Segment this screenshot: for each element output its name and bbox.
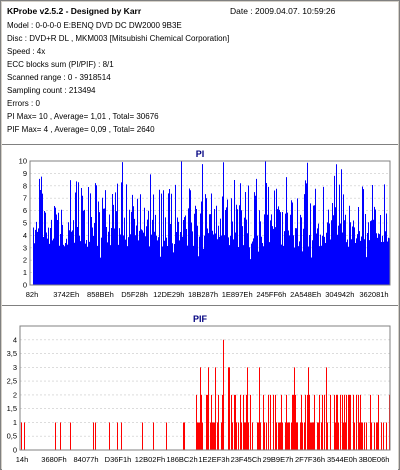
x-tick-label: 362081h bbox=[359, 290, 388, 299]
x-tick-label: 3742Eh bbox=[53, 290, 79, 299]
y-tick-label: 0 bbox=[23, 281, 27, 290]
x-tick-label: 84077h bbox=[73, 455, 98, 464]
x-tick-label: 3680Fh bbox=[41, 455, 66, 464]
pi-summary-line: PI Max= 10 , Average= 1,01 , Total= 3067… bbox=[7, 112, 159, 121]
pi-chart: 0 1 2 3 4 5 6 7 8 9 10 82h 3742Eh 858BEh D5F28h 12DE29h… bbox=[19, 157, 391, 299]
errors-line: Errors : 0 bbox=[7, 99, 40, 108]
plot-border bbox=[19, 325, 391, 451]
x-tick-label: 14h bbox=[16, 455, 29, 464]
x-tick-label: 29B9E7h bbox=[263, 455, 294, 464]
y-tick-label: 3 bbox=[13, 363, 17, 372]
y-tick-label: 6 bbox=[23, 206, 27, 215]
x-tick-label: 245FF6h bbox=[256, 290, 286, 299]
y-tick-label: 1,5 bbox=[7, 404, 17, 413]
bar-series bbox=[33, 161, 390, 285]
x-tick-label: 82h bbox=[26, 290, 39, 299]
y-tick-label: 1 bbox=[13, 418, 17, 427]
y-tick-label: 2,5 bbox=[7, 377, 17, 386]
x-tick-label: 2A548Eh bbox=[290, 290, 321, 299]
y-tick-label: 1 bbox=[23, 268, 27, 277]
pif-summary-line: PIF Max= 4 , Average= 0,09 , Total= 2640 bbox=[7, 125, 155, 134]
pif-chart-panel: PIF 0 0,5 1 1,5 2 2,5 3 3,5 4 14h 3680Fh 84077h D36F… bbox=[2, 305, 398, 470]
sampling-count-line: Sampling count : 213494 bbox=[7, 86, 96, 95]
x-tick-label: 12DE29h bbox=[153, 290, 184, 299]
model-line: Model : 0-0-0-0 E:BENQ DVD DC DW2000 9B3… bbox=[7, 21, 182, 30]
x-tick-label: 3B0E06h bbox=[359, 455, 390, 464]
y-tick-label: 0,5 bbox=[7, 432, 17, 441]
y-tick-label: 4 bbox=[23, 231, 27, 240]
scanned-range-line: Scanned range : 0 - 3918514 bbox=[7, 73, 111, 82]
bar-series bbox=[21, 339, 390, 450]
plot-area bbox=[19, 325, 391, 451]
y-tick-label: 7 bbox=[23, 194, 27, 203]
app-title: KProbe v2.5.2 - Designed by Karr bbox=[7, 6, 142, 16]
plot-border bbox=[29, 160, 391, 286]
info-panel: KProbe v2.5.2 - Designed by Karr Date : … bbox=[2, 2, 398, 145]
y-tick-label: 10 bbox=[19, 157, 27, 166]
pi-chart-panel: PI 0 1 2 3 4 5 6 7 8 9 10 82h 3742Eh 858BEh D5F28h 12DE… bbox=[2, 144, 398, 305]
y-tick-label: 0 bbox=[13, 446, 17, 455]
pif-chart: 0 0,5 1 1,5 2 2,5 3 3,5 4 14h 3680Fh 84077h D36F1h 12… bbox=[7, 325, 391, 464]
x-tick-label: 3544E0h bbox=[327, 455, 357, 464]
x-tick-label: 23F45Ch bbox=[231, 455, 262, 464]
x-tick-label: 1E897Eh bbox=[222, 290, 253, 299]
y-tick-label: 8 bbox=[23, 181, 27, 190]
x-tick-label: 2F7F36h bbox=[295, 455, 325, 464]
x-tick-label: 858BEh bbox=[87, 290, 114, 299]
y-tick-label: 3,5 bbox=[7, 349, 17, 358]
scan-date: Date : 2009.04.07. 10:59:26 bbox=[230, 6, 336, 16]
disc-line: Disc : DVD+R DL , MKM003 [Mitsubishi Che… bbox=[7, 34, 230, 43]
y-tick-label: 2 bbox=[13, 390, 17, 399]
x-tick-label: D36F1h bbox=[105, 455, 132, 464]
y-tick-label: 9 bbox=[23, 169, 27, 178]
x-tick-label: 12B02Fh bbox=[135, 455, 165, 464]
x-tick-label: 304942h bbox=[325, 290, 354, 299]
x-tick-label: D5F28h bbox=[121, 290, 148, 299]
x-tick-label: 1E2EF3h bbox=[198, 455, 229, 464]
pi-chart-title: PI bbox=[195, 149, 205, 159]
x-tick-label: 186BC2h bbox=[166, 455, 197, 464]
speed-line: Speed : 4x bbox=[7, 47, 46, 56]
y-tick-label: 4 bbox=[13, 335, 17, 344]
y-tick-label: 2 bbox=[23, 256, 27, 265]
x-tick-label: 18B287h bbox=[188, 290, 218, 299]
y-tick-label: 3 bbox=[23, 243, 27, 252]
y-tick-label: 5 bbox=[23, 219, 27, 228]
ecc-line: ECC blocks sum (PI/PIF) : 8/1 bbox=[7, 60, 114, 69]
pif-chart-title: PIF bbox=[192, 314, 207, 324]
